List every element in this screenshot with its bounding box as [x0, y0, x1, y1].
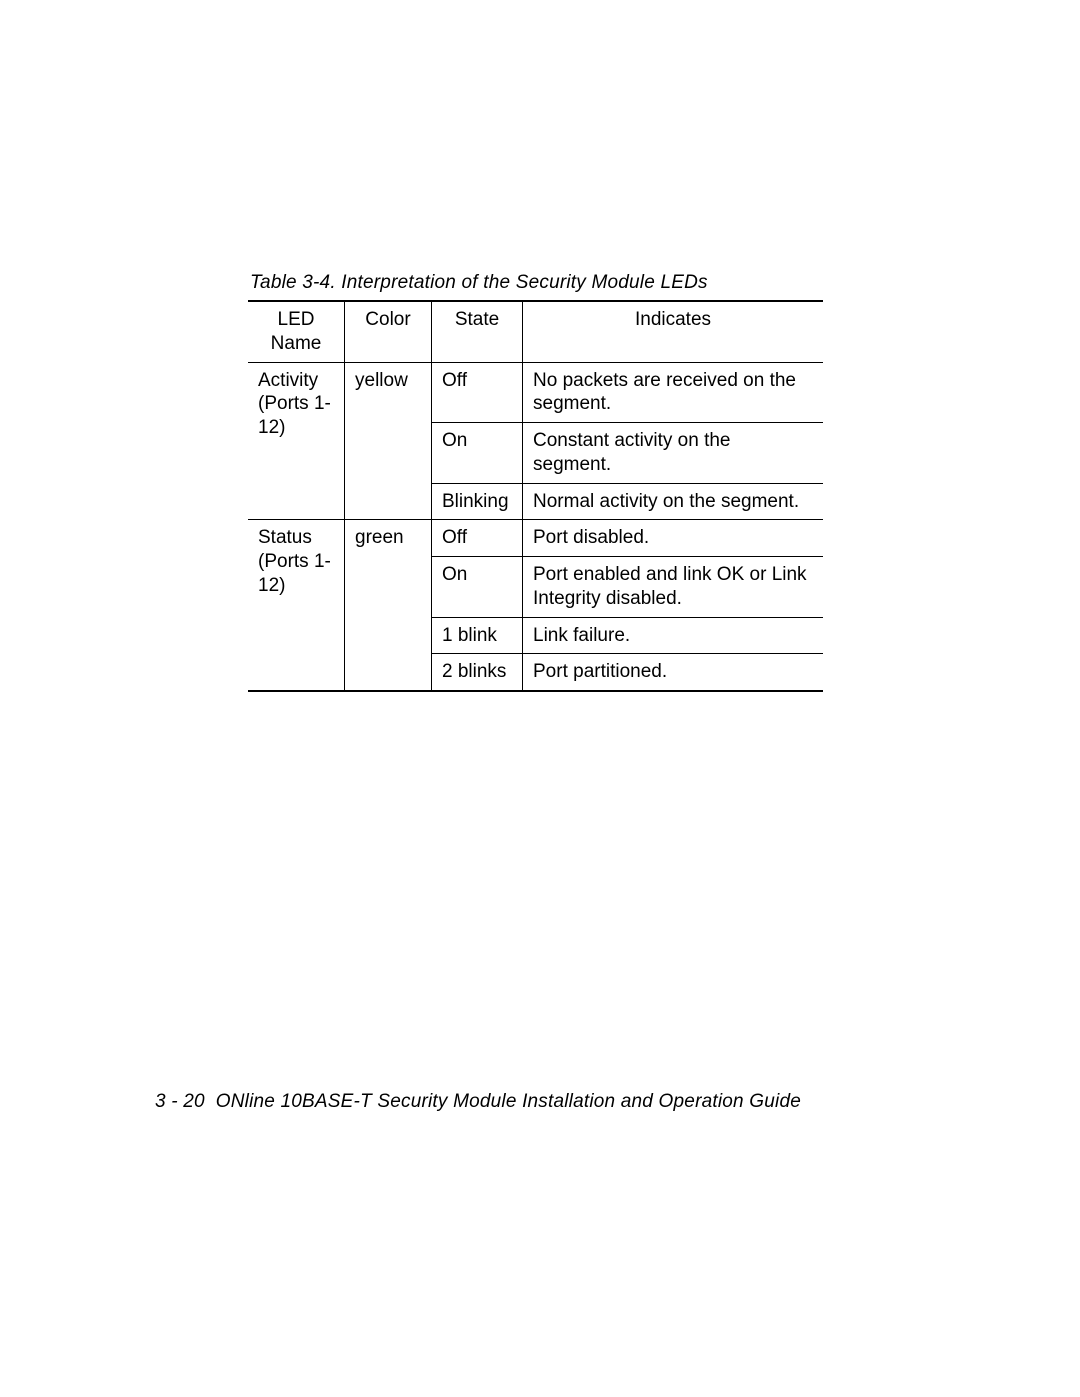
- cell-indicates: Constant activity on the segment.: [523, 423, 824, 484]
- cell-state: Off: [432, 362, 523, 423]
- header-indicates: Indicates: [523, 301, 824, 362]
- cell-indicates: Normal activity on the segment.: [523, 483, 824, 520]
- cell-indicates: Port enabled and link OK or Link Integri…: [523, 557, 824, 618]
- cell-state: On: [432, 557, 523, 618]
- cell-led-name: Activity (Ports 1-12): [248, 362, 345, 520]
- cell-color: yellow: [345, 362, 432, 520]
- table-row: Activity (Ports 1-12) yellow Off No pack…: [248, 362, 823, 423]
- cell-state: 2 blinks: [432, 654, 523, 691]
- header-state: State: [432, 301, 523, 362]
- footer-page-number: 3 - 20: [155, 1091, 205, 1112]
- cell-indicates: Port partitioned.: [523, 654, 824, 691]
- header-led-name: LED Name: [248, 301, 345, 362]
- header-color: Color: [345, 301, 432, 362]
- cell-state: Blinking: [432, 483, 523, 520]
- led-table: LED Name Color State Indicates Activity …: [248, 300, 823, 692]
- table-row: Status (Ports 1-12) green Off Port disab…: [248, 520, 823, 557]
- page-footer: 3 - 20 ONline 10BASE-T Security Module I…: [155, 1091, 801, 1113]
- cell-indicates: Link failure.: [523, 617, 824, 654]
- cell-led-name: Status (Ports 1-12): [248, 520, 345, 691]
- cell-indicates: No packets are received on the segment.: [523, 362, 824, 423]
- cell-state: 1 blink: [432, 617, 523, 654]
- cell-state: On: [432, 423, 523, 484]
- table-caption: Table 3-4. Interpretation of the Securit…: [250, 272, 708, 294]
- footer-title: ONline 10BASE-T Security Module Installa…: [216, 1091, 801, 1112]
- cell-color: green: [345, 520, 432, 691]
- cell-state: Off: [432, 520, 523, 557]
- cell-indicates: Port disabled.: [523, 520, 824, 557]
